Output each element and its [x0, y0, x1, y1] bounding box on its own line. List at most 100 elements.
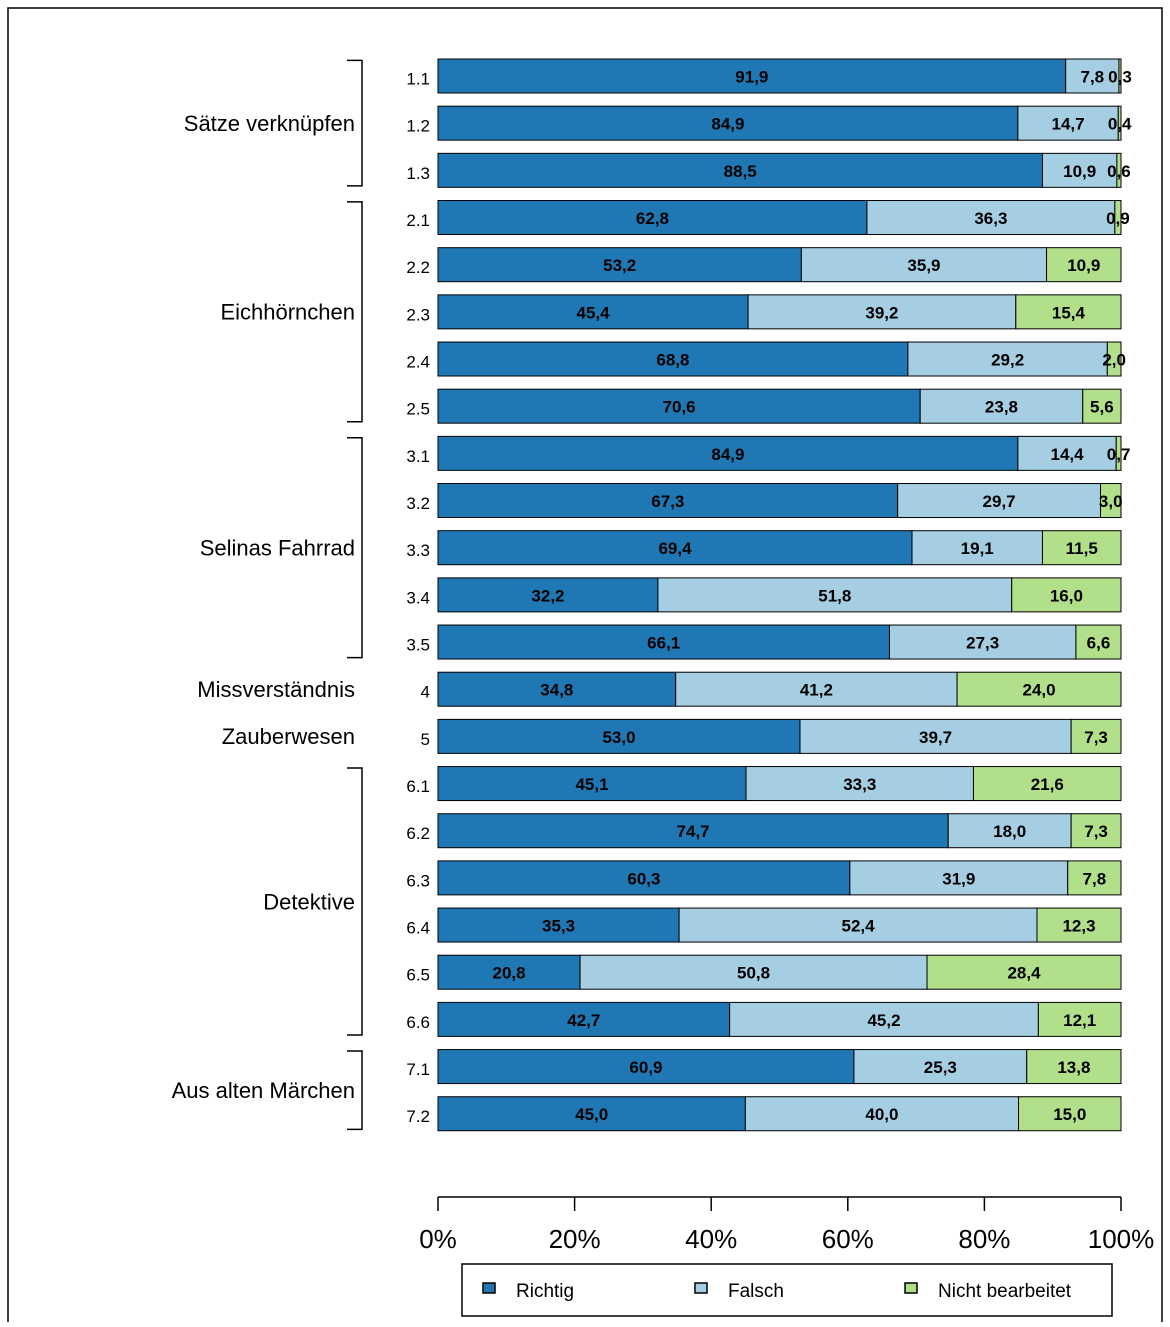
value-label: 39,7 — [919, 728, 952, 747]
value-label: 67,3 — [651, 492, 684, 511]
group-label: Eichhörnchen — [220, 300, 355, 325]
group-label: Missverständnis — [197, 677, 355, 702]
value-label: 20,8 — [492, 964, 525, 983]
value-label: 66,1 — [647, 634, 680, 653]
value-label: 24,0 — [1022, 681, 1055, 700]
group-label: Selinas Fahrrad — [200, 536, 355, 561]
value-label: 12,1 — [1063, 1011, 1096, 1030]
bar-segment — [1011, 577, 1122, 613]
bar-segment — [926, 954, 1122, 990]
value-label: 10,9 — [1063, 162, 1096, 181]
value-label: 70,6 — [663, 398, 696, 417]
value-label: 42,7 — [567, 1011, 600, 1030]
category-label: 6.1 — [406, 777, 430, 796]
value-label: 29,2 — [991, 351, 1024, 370]
bar-segment — [437, 954, 581, 990]
value-label: 25,3 — [924, 1058, 957, 1077]
value-label: 68,8 — [656, 351, 689, 370]
value-label: 50,8 — [737, 964, 770, 983]
bar-segment — [1041, 530, 1122, 566]
bar-segment — [437, 483, 899, 519]
value-label: 60,9 — [629, 1058, 662, 1077]
category-label: 7.1 — [406, 1060, 430, 1079]
value-label: 69,4 — [658, 539, 692, 558]
legend-swatch — [482, 1282, 496, 1294]
bar-segment — [437, 341, 909, 377]
bar-segment — [729, 1001, 1039, 1037]
frame — [7, 7, 1163, 1327]
category-label: 5 — [421, 730, 430, 749]
bar-segment — [437, 294, 749, 330]
value-label: 84,9 — [711, 445, 744, 464]
x-tick-label: 20% — [549, 1224, 601, 1254]
value-label: 3,0 — [1099, 492, 1123, 511]
group-bracket — [347, 1050, 363, 1131]
bar-segment — [437, 435, 1019, 471]
bar-segment — [1070, 718, 1122, 754]
bar-segment — [1041, 152, 1118, 188]
bar-segment — [1067, 860, 1122, 896]
bar-segment — [437, 577, 659, 613]
value-label: 10,9 — [1067, 256, 1100, 275]
value-label: 36,3 — [974, 209, 1007, 228]
category-label: 6.6 — [406, 1013, 430, 1032]
category-label: 2.4 — [406, 353, 430, 372]
bar-segment — [675, 671, 958, 707]
value-label: 14,4 — [1050, 445, 1084, 464]
value-label: 0,3 — [1108, 67, 1132, 86]
bar-segment — [1100, 483, 1122, 519]
category-label: 6.4 — [406, 919, 430, 938]
bar-segment — [1018, 1096, 1122, 1132]
bar-segment — [897, 483, 1102, 519]
value-label: 84,9 — [711, 115, 744, 134]
bar-segment — [947, 813, 1072, 849]
x-tick-label: 40% — [685, 1224, 737, 1254]
bar-segment — [678, 907, 1038, 943]
category-label: 1.3 — [406, 164, 430, 183]
bar-segment — [437, 105, 1019, 141]
value-label: 60,3 — [627, 869, 660, 888]
bar-segment — [437, 1001, 731, 1037]
group-label: Detektive — [263, 889, 355, 914]
value-label: 7,8 — [1083, 869, 1107, 888]
bar-segment — [437, 624, 890, 660]
group-bracket — [347, 437, 363, 659]
value-label: 53,2 — [603, 256, 636, 275]
category-label: 1.1 — [406, 69, 430, 88]
bar-segment — [579, 954, 928, 990]
bar-segment — [907, 341, 1108, 377]
value-label: 0,6 — [1107, 162, 1131, 181]
group-bracket — [347, 201, 363, 423]
value-label: 45,2 — [867, 1011, 900, 1030]
category-label: 2.2 — [406, 258, 430, 277]
bar-segment — [437, 671, 677, 707]
category-label: 6.3 — [406, 871, 430, 890]
bar-segment — [911, 530, 1043, 566]
value-label: 74,7 — [677, 822, 710, 841]
value-label: 45,1 — [575, 775, 608, 794]
value-label: 41,2 — [800, 681, 833, 700]
value-label: 13,8 — [1057, 1058, 1090, 1077]
value-label: 39,2 — [865, 303, 898, 322]
value-label: 11,5 — [1066, 539, 1098, 558]
value-label: 7,3 — [1084, 728, 1108, 747]
group-label: Aus alten Märchen — [172, 1078, 355, 1103]
category-label: 2.3 — [406, 305, 430, 324]
group-label: Zauberwesen — [222, 724, 355, 749]
value-label: 62,8 — [636, 209, 669, 228]
bar-segment — [1118, 58, 1122, 94]
bar-segment — [1017, 105, 1119, 141]
value-label: 88,5 — [724, 162, 757, 181]
category-label: 7.2 — [406, 1107, 430, 1126]
value-label: 51,8 — [818, 586, 851, 605]
legend-label: Richtig — [516, 1281, 574, 1302]
bar-segment — [1065, 58, 1120, 94]
value-label: 27,3 — [966, 634, 999, 653]
bar-segment — [437, 1049, 855, 1085]
x-tick-label: 100% — [1088, 1224, 1155, 1254]
bar-segment — [437, 530, 913, 566]
bar-segment — [744, 1096, 1020, 1132]
bar-segment — [888, 624, 1077, 660]
legend-box — [461, 1263, 1113, 1317]
